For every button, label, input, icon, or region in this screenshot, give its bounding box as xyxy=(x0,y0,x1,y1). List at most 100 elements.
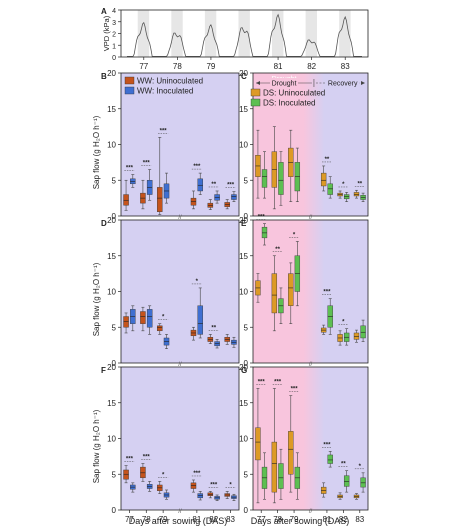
legend-swatch xyxy=(124,76,135,85)
vpd-daytime-band xyxy=(204,10,217,57)
y-tick-label: 0 xyxy=(112,212,117,221)
x-tick-label: 77 xyxy=(257,515,266,524)
y-tick-label: 15 xyxy=(239,252,248,261)
phase-label-recovery: Recovery xyxy=(328,81,358,88)
significance-marker: * xyxy=(342,182,345,188)
significance-marker: *** xyxy=(258,215,266,221)
box-b-ww-inoculated-77 xyxy=(130,178,136,185)
y-tick-label: 5 xyxy=(112,176,117,185)
y-tick-label: 20 xyxy=(107,69,116,78)
significance-marker: *** xyxy=(291,387,299,393)
phase-label-drought: Drought xyxy=(272,81,297,88)
axis-break-mark: // xyxy=(309,509,313,515)
box-g-ds-inoculated-82 xyxy=(343,475,350,487)
x-axis-title-right: Days after sowing (DAS) xyxy=(251,516,350,526)
axis-break-mark: // xyxy=(178,215,182,221)
box-f-ww-uninoculated-78 xyxy=(140,466,146,479)
axis-break-mark: // xyxy=(178,509,182,515)
phase-label-bg xyxy=(270,78,299,87)
significance-marker: *** xyxy=(193,164,201,170)
significance-marker: *** xyxy=(160,128,168,134)
panel-c-background xyxy=(253,73,368,216)
y-tick-label: 10 xyxy=(239,141,248,150)
vpd-daytime-band xyxy=(137,10,150,57)
significance-marker: * xyxy=(196,279,199,285)
box-e-ds-uninoculated-83 xyxy=(353,332,360,340)
vpd-daytime-band xyxy=(238,10,250,57)
x-tick-label: 81 xyxy=(274,62,283,71)
significance-marker: ** xyxy=(275,247,280,253)
vpd-daytime-band xyxy=(272,10,284,57)
y-tick-label: 0 xyxy=(244,359,249,368)
panel-f-background xyxy=(121,367,239,510)
significance-marker: ** xyxy=(211,182,216,188)
y-tick-label: 5 xyxy=(244,176,249,185)
box-g-ds-inoculated-81 xyxy=(327,454,333,464)
x-tick-label: 82 xyxy=(307,62,316,71)
axis-break-mark: // xyxy=(178,362,182,368)
legend-swatch xyxy=(250,88,261,97)
vpd-line xyxy=(127,13,362,57)
panel-label-a: A xyxy=(101,7,107,16)
legend-swatch xyxy=(250,98,261,107)
vpd-daytime-band xyxy=(305,10,318,57)
legend-label: WW: Uninoculated xyxy=(137,77,203,86)
x-tick-label: 77 xyxy=(125,515,134,524)
x-tick-label: 77 xyxy=(139,62,148,71)
box-g-ds-uninoculated-77 xyxy=(255,427,261,461)
y-tick-label: 15 xyxy=(239,105,248,114)
y-tick-label: 10 xyxy=(107,288,116,297)
y-tick-label: 0 xyxy=(112,359,117,368)
y-tick-label: 20 xyxy=(239,216,248,225)
y-tick-label: 5 xyxy=(244,323,249,332)
axis-break-mark: // xyxy=(309,215,313,221)
significance-marker: *** xyxy=(143,455,151,461)
x-tick-label: 79 xyxy=(206,62,215,71)
y-tick-label: 15 xyxy=(107,105,116,114)
significance-marker: * xyxy=(229,482,232,488)
y-tick-label: 5 xyxy=(112,323,117,332)
y-tick-label: 20 xyxy=(239,69,248,78)
box-b-ww-inoculated-81 xyxy=(197,178,203,192)
phase-label-bg xyxy=(325,78,360,87)
x-axis-title-left: Days after sowing (DAS) xyxy=(129,516,228,526)
significance-marker: *** xyxy=(126,166,134,172)
significance-marker: * xyxy=(162,472,165,478)
significance-marker: * xyxy=(342,320,345,326)
legend-label: DS: Uninoculated xyxy=(263,89,325,98)
box-d-ww-uninoculated-77 xyxy=(123,316,129,328)
box-g-ds-uninoculated-79 xyxy=(288,431,294,475)
box-e-ds-uninoculated-79 xyxy=(288,273,294,306)
recovery-arrowhead xyxy=(361,81,365,85)
box-b-ww-uninoculated-77 xyxy=(123,194,129,206)
y-tick-label: 20 xyxy=(239,363,248,372)
y-tick-label: 15 xyxy=(107,252,116,261)
axis-break-mark: // xyxy=(309,362,313,368)
significance-marker: * xyxy=(293,232,296,238)
vpd-daytime-band xyxy=(171,10,183,57)
x-tick-label: 78 xyxy=(142,515,151,524)
box-d-ww-uninoculated-79 xyxy=(157,325,163,332)
y-axis-label-vpd: VPD (kPa) xyxy=(102,15,111,51)
box-g-ds-inoculated-78 xyxy=(278,463,284,489)
significance-marker: *** xyxy=(210,482,218,488)
panel-label-b: B xyxy=(101,72,107,81)
significance-marker: ** xyxy=(357,181,362,187)
x-tick-label: 78 xyxy=(173,62,182,71)
box-b-ww-uninoculated-79 xyxy=(157,187,163,212)
box-c-ds-uninoculated-81 xyxy=(320,172,327,187)
x-tick-label: 82 xyxy=(209,515,218,524)
box-e-ds-inoculated-77 xyxy=(261,226,268,239)
significance-marker: *** xyxy=(143,161,151,167)
vpd-daytime-band xyxy=(339,10,351,57)
box-c-ds-inoculated-77 xyxy=(261,169,268,188)
significance-marker: ** xyxy=(211,325,216,331)
x-tick-label: 81 xyxy=(192,515,201,524)
significance-marker: *** xyxy=(323,442,331,448)
panel-label-c: C xyxy=(241,72,247,81)
y-tick-label: 0 xyxy=(244,506,249,515)
box-d-ww-inoculated-78 xyxy=(146,309,153,328)
significance-marker: *** xyxy=(274,379,282,385)
panel-label-f: F xyxy=(101,366,106,375)
